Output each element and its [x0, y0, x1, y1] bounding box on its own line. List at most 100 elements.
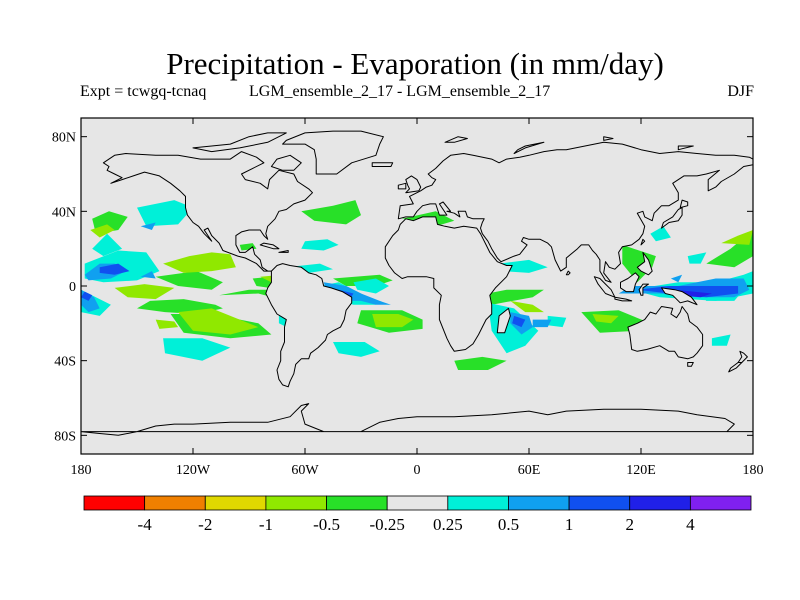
- landmass-18: [636, 251, 653, 276]
- contour-region-57: [670, 274, 683, 283]
- landmass-12: [496, 307, 511, 334]
- landmass-17: [661, 287, 698, 306]
- colorbar-box-3: [265, 495, 327, 511]
- landmass-4: [627, 306, 704, 360]
- contour-region-16: [114, 284, 175, 300]
- difference-label: LGM_ensemble_2_17 - LGM_ensemble_2_17: [249, 83, 551, 100]
- landmass-3: [397, 141, 753, 283]
- landmass-11: [679, 199, 689, 209]
- landmass-28: [444, 136, 468, 143]
- landmass-25: [192, 132, 287, 153]
- colorbar-box-7: [508, 495, 570, 511]
- colorbar-label-0: -4: [138, 515, 153, 534]
- contour-region-49: [140, 271, 156, 279]
- landmass-13: [593, 276, 616, 298]
- colorbar-label-6: 0.5: [498, 515, 519, 534]
- contour-region-50: [140, 222, 156, 230]
- contour-region-55: [532, 319, 552, 328]
- contour-region-17: [163, 252, 236, 273]
- landmass-23: [687, 362, 694, 367]
- colorbar-label-4: -0.25: [369, 515, 404, 534]
- contour-region-46: [687, 252, 707, 264]
- landmass-30: [603, 136, 614, 141]
- x-tick-label-1: 120W: [176, 463, 211, 478]
- y-tick-label-3: 40S: [54, 355, 76, 370]
- landmass-22: [728, 362, 743, 373]
- contour-region-45: [650, 226, 671, 242]
- contour-region-40: [547, 315, 567, 328]
- chart-title: Precipitation - Evaporation (in mm/day): [166, 46, 664, 81]
- colorbar-label-5: 0.25: [433, 515, 463, 534]
- contour-region-21: [90, 224, 115, 238]
- contour-region-26: [92, 233, 123, 257]
- y-tick-label-2: 0: [69, 280, 76, 295]
- colorbar-box-5: [386, 495, 449, 511]
- contour-region-18: [178, 308, 259, 335]
- landmass-0: [102, 151, 313, 272]
- landmass-9: [371, 162, 394, 167]
- colorbar-label-1: -2: [198, 515, 212, 534]
- contour-region-58: [99, 263, 130, 275]
- landmass-26: [259, 242, 280, 250]
- landmass-24: [270, 154, 302, 171]
- contour-region-41: [499, 259, 548, 273]
- experiment-label: Expt = tcwgq-tcnaq: [80, 83, 207, 100]
- x-tick-label-0: 180: [71, 463, 92, 478]
- colorbar-box-1: [144, 495, 206, 511]
- axis-ticks: 180 120W 60W 0 60E 120E 180 80N 40N 0 40S 80S: [52, 118, 764, 478]
- colorbar-label-9: 4: [686, 515, 695, 534]
- landmass-16: [638, 283, 649, 296]
- colorbar-box-4: [326, 495, 388, 511]
- contour-region-7: [301, 200, 361, 225]
- landmass-2: [384, 216, 513, 352]
- landmass-5: [81, 403, 753, 436]
- coastlines: [81, 130, 753, 436]
- contour-region-34: [333, 342, 380, 357]
- contour-region-25: [721, 230, 753, 245]
- colorbar-box-8: [568, 495, 631, 511]
- landmass-27: [278, 250, 289, 253]
- landmass-31: [677, 145, 694, 151]
- landmass-29: [513, 141, 545, 154]
- x-tick-label-5: 120E: [626, 463, 656, 478]
- landmass-19: [565, 270, 571, 276]
- contour-region-29: [137, 200, 193, 227]
- contour-region-36: [353, 278, 389, 294]
- colorbar-label-8: 2: [625, 515, 634, 534]
- colorbar-box-2: [204, 495, 267, 511]
- x-tick-label-2: 60W: [291, 463, 319, 478]
- landmass-6: [282, 130, 384, 175]
- contour-region-22: [372, 314, 414, 328]
- colorbar-label-2: -1: [259, 515, 273, 534]
- x-tick-label-3: 0: [414, 463, 421, 478]
- landmass-8: [397, 182, 407, 190]
- contour-region-12: [454, 356, 507, 370]
- landmass-15: [620, 272, 640, 293]
- contour-region-3: [155, 271, 223, 290]
- contour-region-24: [592, 314, 619, 324]
- contour-region-59: [81, 291, 93, 301]
- contour-region-52: [361, 293, 391, 305]
- x-tick-label-4: 60E: [518, 463, 541, 478]
- colorbar-box-9: [629, 495, 691, 511]
- contour-region-31: [301, 239, 339, 251]
- contour-region-19: [155, 319, 179, 329]
- colorbar-box-10: [689, 495, 752, 511]
- colorbar-box-0: [83, 495, 146, 511]
- contour-region-61: [512, 315, 526, 328]
- y-tick-label-0: 80N: [52, 131, 76, 146]
- x-tick-label-6: 180: [743, 463, 764, 478]
- season-label: DJF: [727, 83, 754, 100]
- contour-region-44: [711, 334, 731, 346]
- contour-region-14: [622, 244, 656, 283]
- colorbar-box-6: [447, 495, 509, 511]
- landmass-7: [405, 175, 422, 194]
- landmass-20: [640, 238, 646, 246]
- contour-region-23: [510, 300, 544, 313]
- colorbar-label-3: -0.5: [313, 515, 340, 534]
- colorbar-label-7: 1: [565, 515, 574, 534]
- contour-region-30: [163, 338, 231, 361]
- contour-region-15: [706, 230, 753, 268]
- landmass-1: [265, 263, 353, 388]
